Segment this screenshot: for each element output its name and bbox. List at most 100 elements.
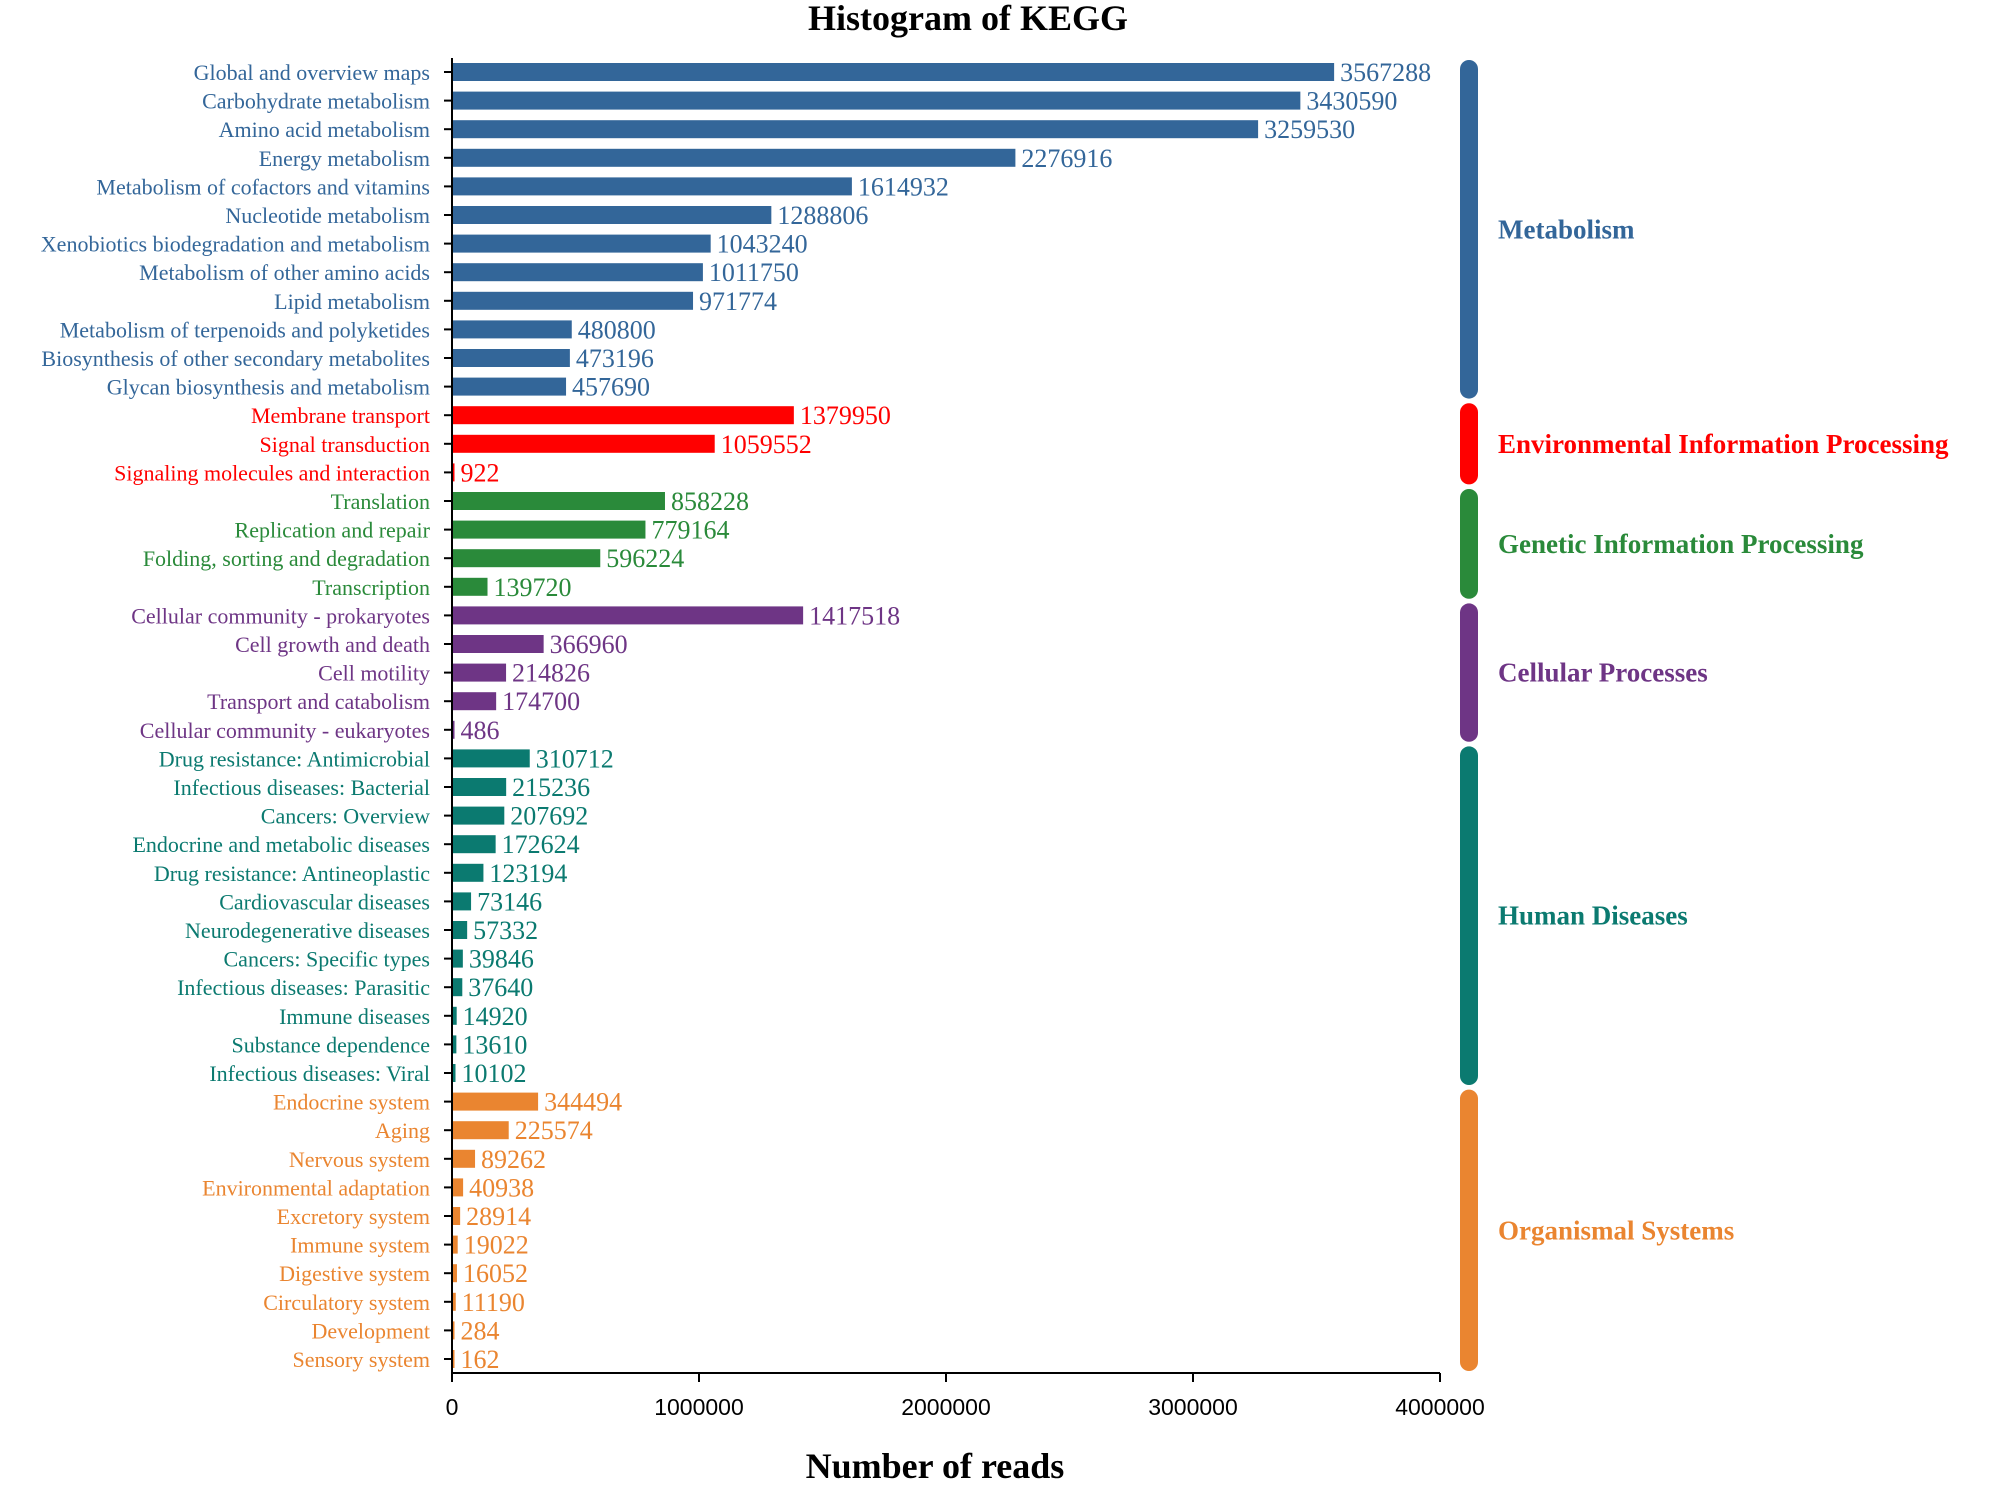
bar — [453, 1350, 455, 1368]
value-label: 19022 — [464, 1231, 529, 1260]
value-label: 1379950 — [800, 401, 891, 430]
value-label: 1288806 — [777, 201, 868, 230]
category-label: Infectious diseases: Bacterial — [173, 775, 430, 800]
value-label: 3430590 — [1306, 87, 1397, 116]
category-label: Metabolism of terpenoids and polyketides — [60, 317, 430, 342]
x-tick-label: 1000000 — [654, 1394, 744, 1420]
value-label: 596224 — [606, 544, 684, 573]
bar — [453, 492, 665, 510]
category-label: Metabolism of cofactors and vitamins — [96, 174, 430, 199]
value-label: 1059552 — [721, 430, 812, 459]
category-label: Development — [311, 1318, 430, 1343]
group-label: Cellular Processes — [1498, 658, 1708, 688]
category-label: Membrane transport — [251, 403, 430, 428]
bar — [453, 463, 455, 482]
category-label: Transport and catabolism — [207, 689, 430, 714]
category-label: Circulatory system — [263, 1290, 430, 1315]
value-label: 39846 — [469, 945, 534, 974]
bar — [453, 863, 484, 882]
bar — [453, 949, 463, 968]
value-label: 1011750 — [709, 258, 799, 287]
category-label: Cancers: Overview — [261, 804, 430, 829]
bar — [453, 1321, 455, 1340]
x-tick-label: 0 — [446, 1394, 459, 1420]
category-label: Endocrine system — [273, 1090, 430, 1115]
category-label: Substance dependence — [231, 1032, 430, 1057]
value-label: 37640 — [468, 973, 533, 1002]
category-label: Transcription — [312, 575, 430, 600]
value-label: 40938 — [469, 1173, 534, 1202]
bar — [453, 434, 715, 453]
value-label: 344494 — [544, 1088, 622, 1117]
bar — [453, 377, 567, 396]
bar — [453, 263, 703, 282]
category-label: Signal transduction — [260, 432, 430, 457]
group-bracket — [1460, 403, 1478, 485]
bar — [453, 1149, 476, 1168]
bar — [453, 663, 507, 682]
category-label: Carbohydrate metabolism — [202, 89, 430, 114]
bar — [453, 692, 497, 711]
bars-layer: Global and overview maps 3567288 Carbohydr… — [41, 58, 1431, 1374]
bar — [453, 606, 804, 625]
category-label: Folding, sorting and degradation — [143, 546, 430, 571]
bar — [453, 749, 530, 768]
category-label: Sensory system — [293, 1347, 431, 1372]
bar — [453, 63, 1335, 81]
value-label: 457690 — [572, 373, 650, 402]
bar — [453, 978, 463, 997]
bar — [453, 1121, 509, 1140]
value-label: 1043240 — [717, 230, 808, 259]
value-label: 57332 — [473, 916, 538, 945]
category-label: Infectious diseases: Parasitic — [177, 975, 430, 1000]
value-label: 1417518 — [809, 601, 900, 630]
bar — [453, 148, 1016, 167]
value-label: 2276916 — [1021, 144, 1112, 173]
bar — [453, 635, 544, 653]
value-label: 207692 — [510, 802, 588, 831]
value-label: 14920 — [463, 1002, 528, 1031]
group-label: Metabolism — [1498, 214, 1635, 244]
x-tick-label: 4000000 — [1395, 1394, 1485, 1420]
category-label: Metabolism of other amino acids — [139, 260, 430, 285]
category-label: Glycan biosynthesis and metabolism — [107, 375, 430, 400]
group-label: Human Diseases — [1498, 901, 1688, 931]
axes-layer: 0 1000000 2000000 3000000 4000000 — [444, 58, 1485, 1420]
bar — [453, 120, 1259, 139]
category-label: Immune system — [290, 1233, 430, 1258]
value-label: 162 — [461, 1345, 500, 1374]
value-label: 858228 — [671, 487, 749, 516]
category-label: Xenobiotics biodegradation and metabolis… — [41, 232, 430, 257]
value-label: 3567288 — [1340, 58, 1431, 87]
value-label: 480800 — [578, 315, 656, 344]
category-label: Excretory system — [277, 1204, 430, 1229]
value-label: 779164 — [651, 516, 729, 545]
bar — [453, 91, 1301, 110]
category-label: Cancers: Specific types — [224, 947, 431, 972]
bar — [453, 520, 646, 539]
value-label: 1614932 — [858, 172, 949, 201]
category-label: Cardiovascular diseases — [219, 889, 430, 914]
bar — [453, 1292, 456, 1311]
category-label: Nucleotide metabolism — [225, 203, 430, 228]
group-brackets-layer: Metabolism Environmental Information Proc… — [1460, 60, 1949, 1371]
value-label: 174700 — [502, 687, 580, 716]
category-label: Amino acid metabolism — [219, 117, 430, 142]
category-label: Immune diseases — [279, 1004, 430, 1029]
group-bracket — [1460, 603, 1478, 742]
group-bracket — [1460, 60, 1478, 399]
category-label: Cell motility — [318, 661, 430, 686]
value-label: 215236 — [512, 773, 590, 802]
value-label: 284 — [461, 1316, 500, 1345]
bar — [453, 177, 852, 196]
value-label: 486 — [461, 716, 500, 745]
group-label: Environmental Information Processing — [1498, 429, 1949, 459]
value-label: 28914 — [466, 1202, 531, 1231]
group-bracket — [1460, 1089, 1478, 1371]
group-bracket — [1460, 746, 1478, 1085]
bar — [453, 234, 711, 253]
category-label: Nervous system — [289, 1147, 430, 1172]
bar — [453, 320, 572, 339]
category-label: Drug resistance: Antimicrobial — [159, 746, 430, 771]
value-label: 225574 — [515, 1116, 593, 1145]
